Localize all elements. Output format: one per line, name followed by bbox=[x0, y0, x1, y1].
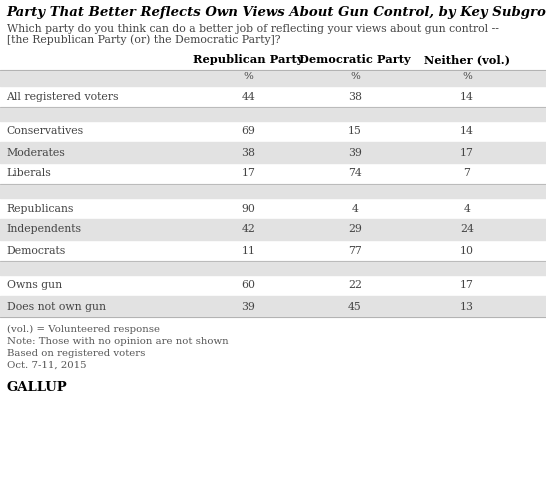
Text: 45: 45 bbox=[348, 302, 362, 312]
Text: 74: 74 bbox=[348, 168, 362, 179]
Text: 39: 39 bbox=[241, 302, 256, 312]
Text: 4: 4 bbox=[352, 203, 358, 213]
Text: 90: 90 bbox=[241, 203, 256, 213]
Text: Based on registered voters: Based on registered voters bbox=[7, 349, 145, 358]
Text: Oct. 7-11, 2015: Oct. 7-11, 2015 bbox=[7, 361, 86, 370]
Bar bbox=[0, 261, 546, 275]
Text: Party That Better Reflects Own Views About Gun Control, by Key Subgroups: Party That Better Reflects Own Views Abo… bbox=[7, 6, 546, 19]
Bar bbox=[0, 184, 546, 198]
Text: GALLUP: GALLUP bbox=[7, 381, 67, 394]
Text: Liberals: Liberals bbox=[7, 168, 51, 179]
Text: Independents: Independents bbox=[7, 225, 81, 235]
Text: Owns gun: Owns gun bbox=[7, 281, 62, 290]
Text: (vol.) = Volunteered response: (vol.) = Volunteered response bbox=[7, 325, 159, 334]
Text: Moderates: Moderates bbox=[7, 148, 66, 157]
Text: Note: Those with no opinion are not shown: Note: Those with no opinion are not show… bbox=[7, 337, 228, 346]
Text: [the Republican Party (or) the Democratic Party]?: [the Republican Party (or) the Democrati… bbox=[7, 34, 280, 45]
Text: Republicans: Republicans bbox=[7, 203, 74, 213]
Text: 38: 38 bbox=[348, 91, 362, 102]
Text: 4: 4 bbox=[464, 203, 470, 213]
Text: 77: 77 bbox=[348, 245, 362, 256]
Text: Republican Party: Republican Party bbox=[193, 54, 304, 65]
Text: 24: 24 bbox=[460, 225, 474, 235]
Text: %: % bbox=[244, 72, 253, 81]
Text: 14: 14 bbox=[460, 91, 474, 102]
Text: %: % bbox=[462, 72, 472, 81]
Text: 7: 7 bbox=[464, 168, 470, 179]
Text: Does not own gun: Does not own gun bbox=[7, 302, 105, 312]
Text: All registered voters: All registered voters bbox=[7, 91, 119, 102]
Bar bbox=[0, 219, 546, 240]
Text: 69: 69 bbox=[241, 126, 256, 136]
Text: 15: 15 bbox=[348, 126, 362, 136]
Text: 38: 38 bbox=[241, 148, 256, 157]
Bar bbox=[0, 142, 546, 163]
Bar bbox=[0, 70, 546, 86]
Text: 14: 14 bbox=[460, 126, 474, 136]
Text: 17: 17 bbox=[460, 148, 474, 157]
Text: Neither (vol.): Neither (vol.) bbox=[424, 54, 510, 65]
Text: 17: 17 bbox=[460, 281, 474, 290]
Text: Democrats: Democrats bbox=[7, 245, 66, 256]
Text: %: % bbox=[350, 72, 360, 81]
Text: Which party do you think can do a better job of reflecting your views about gun : Which party do you think can do a better… bbox=[7, 24, 498, 34]
Text: 10: 10 bbox=[460, 245, 474, 256]
Text: Conservatives: Conservatives bbox=[7, 126, 84, 136]
Bar bbox=[0, 107, 546, 121]
Bar bbox=[0, 296, 546, 317]
Text: 42: 42 bbox=[241, 225, 256, 235]
Text: 13: 13 bbox=[460, 302, 474, 312]
Text: 44: 44 bbox=[241, 91, 256, 102]
Text: 17: 17 bbox=[241, 168, 256, 179]
Text: 11: 11 bbox=[241, 245, 256, 256]
Text: Democratic Party: Democratic Party bbox=[299, 54, 411, 65]
Text: 60: 60 bbox=[241, 281, 256, 290]
Text: 22: 22 bbox=[348, 281, 362, 290]
Text: 39: 39 bbox=[348, 148, 362, 157]
Text: 29: 29 bbox=[348, 225, 362, 235]
